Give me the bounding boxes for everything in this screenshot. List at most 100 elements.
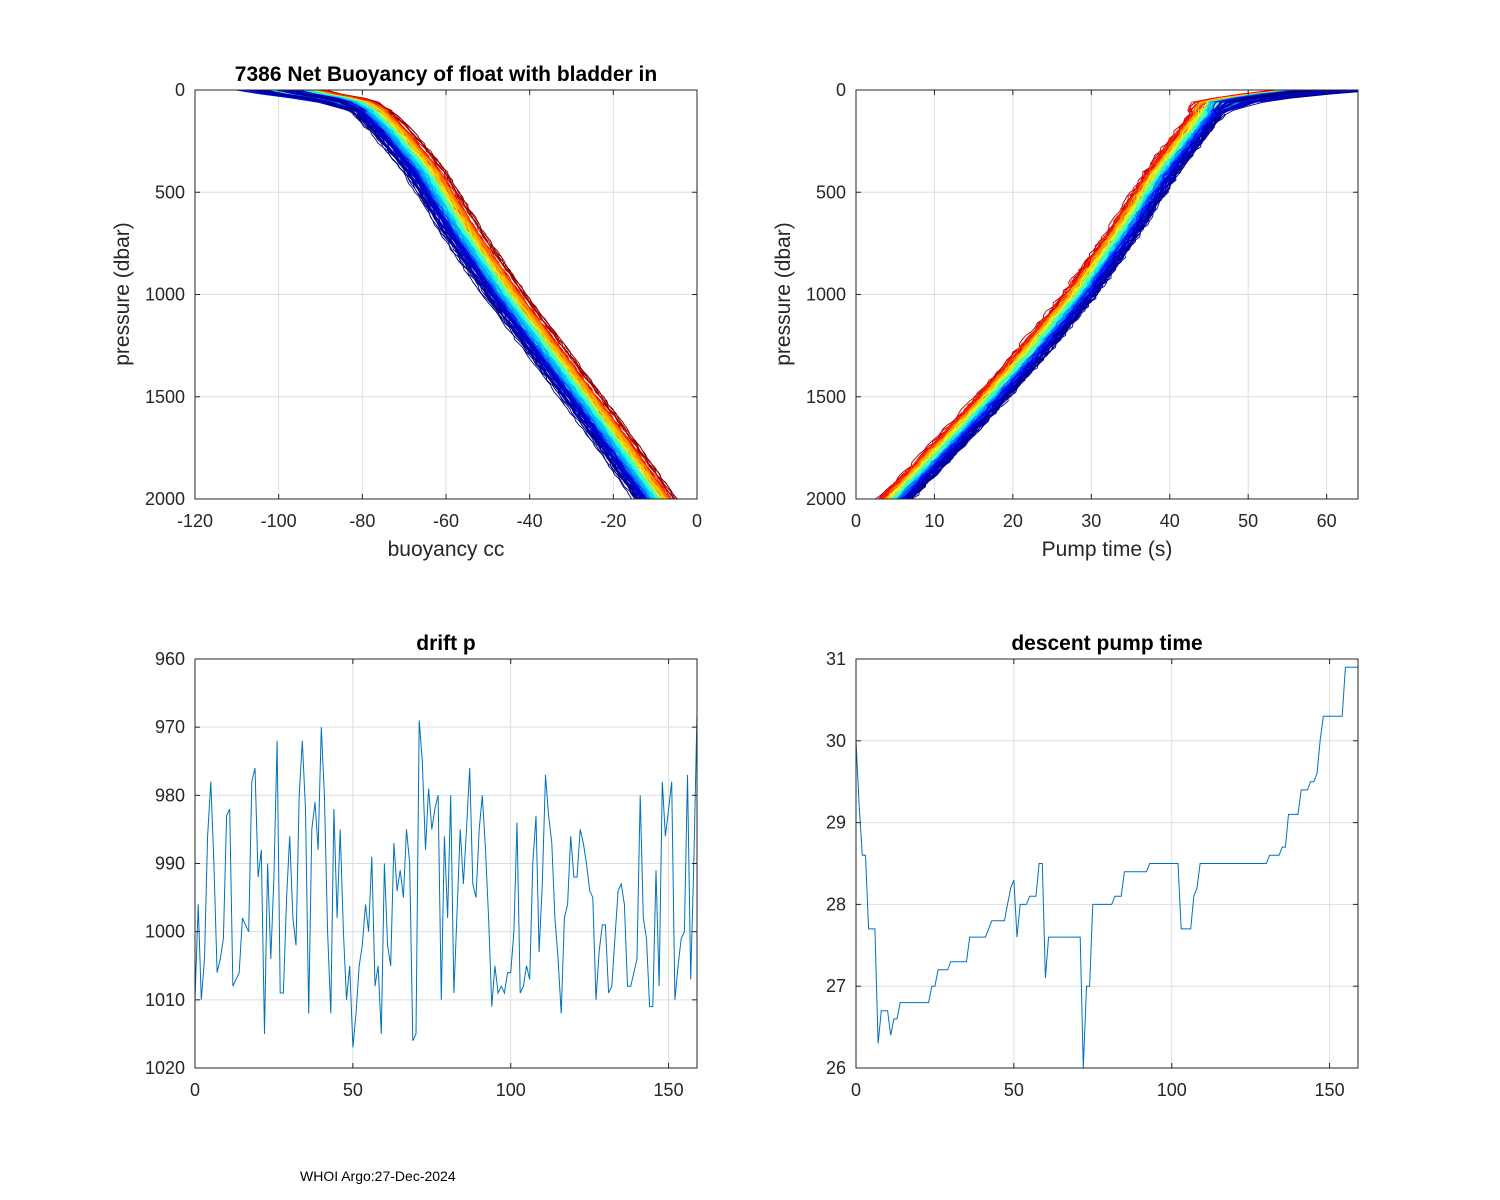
profile-line [293, 90, 642, 499]
title-driftp: drift p [416, 632, 475, 655]
profile-line [909, 90, 1317, 499]
plot-pumptime: 0 10 20 30 40 50 60 0 500 1000 1500 2000 Pump time … [772, 80, 1359, 561]
y-tick-label: 0 [175, 80, 185, 100]
profile-line [897, 90, 1358, 499]
x-tick-label: -120 [177, 511, 213, 531]
y-tick-label: 980 [155, 785, 185, 805]
y-tick-label: 2000 [806, 489, 846, 509]
profile-line [283, 90, 641, 499]
y-tick-label: 990 [155, 854, 185, 874]
ylabel-buoyancy: pressure (dbar) [111, 222, 134, 366]
profile-line [878, 90, 1328, 499]
ticks-driftp: 0 50 100 150 960 970 980 990 1000 1010 1020 [145, 649, 697, 1100]
x-tick-label: 100 [1157, 1080, 1187, 1100]
profile-line [291, 90, 678, 499]
xlabel-buoyancy: buoyancy cc [388, 538, 505, 561]
profile-line [911, 91, 1358, 499]
x-tick-label: 150 [1315, 1080, 1345, 1100]
grid-pumptime [855, 89, 1358, 500]
y-tick-label: 1000 [145, 285, 185, 305]
y-tick-label: 1500 [806, 387, 846, 407]
profile-line [270, 90, 678, 499]
x-tick-label: 10 [924, 511, 944, 531]
x-tick-label: 50 [343, 1080, 363, 1100]
profile-line [891, 90, 1321, 499]
profile-line [289, 90, 640, 499]
y-tick-label: 1020 [145, 1058, 185, 1078]
plot-driftp: 0 50 100 150 960 970 980 990 1000 1010 1020 drift … [145, 632, 698, 1100]
x-tick-label: 0 [692, 511, 702, 531]
x-tick-label: -60 [433, 511, 459, 531]
profile-line [276, 90, 640, 499]
profile-line [248, 90, 647, 499]
series-line [195, 713, 697, 1048]
y-tick-label: 500 [816, 182, 846, 202]
profile-line [910, 90, 1321, 499]
profile-line [269, 90, 674, 499]
plot-buoyancy: -120 -100 -80 -60 -40 -20 0 0 500 1000 1500 2000 73… [111, 63, 702, 561]
series-driftp [195, 713, 697, 1048]
series-buoyancy-profiles [236, 90, 678, 499]
profile-line [272, 90, 658, 499]
profile-line [244, 90, 655, 499]
series-line [856, 666, 1358, 1068]
y-tick-label: 1000 [806, 285, 846, 305]
y-tick-label: 500 [155, 182, 185, 202]
profile-line [892, 90, 1337, 499]
y-tick-label: 1000 [145, 922, 185, 942]
profile-line [890, 90, 1324, 499]
x-tick-label: -80 [349, 511, 375, 531]
profile-line [313, 90, 664, 499]
profile-line [901, 90, 1315, 499]
y-tick-label: 31 [826, 649, 846, 669]
y-tick-label: 27 [826, 976, 846, 996]
profile-line [880, 90, 1319, 499]
x-tick-label: 0 [190, 1080, 200, 1100]
profile-line [900, 90, 1320, 499]
axes-frame-descent [855, 658, 1359, 1069]
profile-line [289, 90, 633, 499]
x-tick-label: 0 [851, 511, 861, 531]
x-tick-label: 40 [1160, 511, 1180, 531]
x-tick-label: 60 [1317, 511, 1337, 531]
x-tick-label: -20 [600, 511, 626, 531]
y-tick-label: 0 [836, 80, 846, 100]
profile-line [277, 90, 668, 499]
footer-credit: WHOI Argo:27-Dec-2024 [300, 1168, 456, 1184]
y-tick-label: 1010 [145, 990, 185, 1010]
profile-line [302, 90, 666, 499]
profile-line [904, 90, 1358, 499]
x-tick-label: -100 [261, 511, 297, 531]
grid-driftp [194, 658, 697, 1069]
plot-descent: 0 50 100 150 26 27 28 29 30 31 descent pump time [826, 632, 1359, 1100]
ticks-pumptime: 0 10 20 30 40 50 60 0 500 1000 1500 2000 [806, 80, 1358, 531]
x-tick-label: 30 [1081, 511, 1101, 531]
profile-line [270, 90, 658, 499]
x-tick-label: 50 [1004, 1080, 1024, 1100]
y-tick-label: 29 [826, 813, 846, 833]
x-tick-label: 0 [851, 1080, 861, 1100]
y-tick-label: 960 [155, 649, 185, 669]
y-tick-label: 1500 [145, 387, 185, 407]
series-pumptime-profiles [875, 90, 1358, 499]
x-tick-label: 50 [1238, 511, 1258, 531]
profile-line [911, 90, 1313, 499]
x-tick-label: 20 [1003, 511, 1023, 531]
y-tick-label: 2000 [145, 489, 185, 509]
y-tick-label: 26 [826, 1058, 846, 1078]
ticks-descent: 0 50 100 150 26 27 28 29 30 31 [826, 649, 1358, 1100]
grid-descent [855, 658, 1358, 1069]
title-buoyancy: 7386 Net Buoyancy of float with bladder … [235, 63, 657, 86]
profile-line [297, 90, 645, 499]
profile-line [906, 90, 1333, 499]
profile-line [251, 90, 650, 499]
profile-line [253, 90, 639, 499]
x-tick-label: 150 [654, 1080, 684, 1100]
series-descent [856, 666, 1358, 1068]
y-tick-label: 970 [155, 717, 185, 737]
y-tick-label: 30 [826, 731, 846, 751]
xlabel-pumptime: Pump time (s) [1042, 538, 1173, 561]
profile-line [292, 90, 655, 499]
title-descent: descent pump time [1011, 632, 1202, 655]
